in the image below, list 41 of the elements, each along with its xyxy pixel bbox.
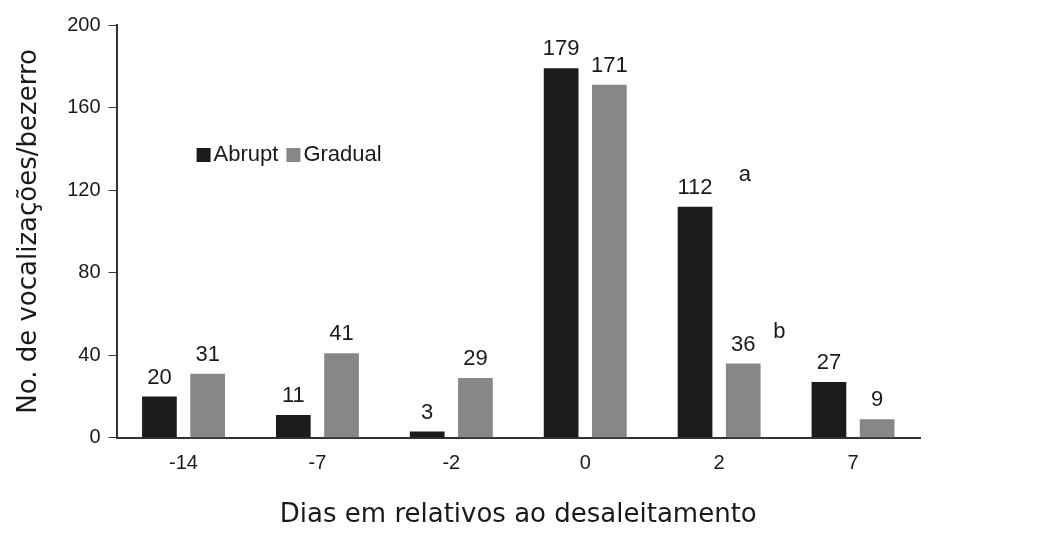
bar — [142, 396, 177, 438]
bar — [677, 206, 713, 438]
data-label: 31 — [195, 340, 220, 366]
data-label: 27 — [816, 349, 842, 375]
y-tick-label: 200 — [67, 12, 101, 35]
annotation: a — [738, 161, 752, 187]
bar — [324, 353, 359, 438]
y-tick-label: 120 — [67, 177, 101, 200]
data-label: 36 — [731, 330, 756, 356]
x-tick-label: -14 — [169, 451, 198, 474]
data-label: 41 — [329, 320, 354, 346]
y-tick-label: 160 — [67, 95, 101, 118]
bar — [811, 382, 847, 438]
bar — [543, 68, 579, 438]
data-label: 29 — [463, 345, 488, 371]
bar — [275, 415, 311, 438]
x-tick-label: -7 — [308, 451, 327, 474]
x-tick-label: -2 — [442, 451, 461, 474]
y-tick-label: 80 — [78, 260, 101, 283]
x-tick-label: 7 — [847, 451, 859, 474]
data-label: 11 — [281, 382, 305, 408]
y-axis-title: No. de vocalizações/bezerro — [12, 49, 43, 414]
y-tick-label: 40 — [78, 342, 101, 365]
x-tick-label: 2 — [713, 451, 725, 474]
bar — [859, 419, 895, 438]
data-label: 20 — [147, 363, 172, 389]
bar — [190, 373, 225, 438]
data-label: 179 — [542, 35, 580, 61]
y-tick-label: 0 — [89, 425, 101, 448]
legend-label: Gradual — [303, 141, 382, 167]
bar — [725, 363, 761, 438]
legend-label: Abrupt — [213, 141, 279, 167]
bar — [458, 377, 493, 438]
data-label: 9 — [871, 386, 884, 412]
bar — [591, 84, 627, 438]
x-tick-label: 0 — [579, 451, 591, 474]
data-label: 3 — [421, 398, 434, 424]
annotation: b — [773, 318, 786, 344]
data-label: 171 — [590, 51, 628, 77]
data-label: 112 — [677, 173, 713, 199]
x-axis-title: Dias em relativos ao desaleitamento — [279, 498, 757, 529]
